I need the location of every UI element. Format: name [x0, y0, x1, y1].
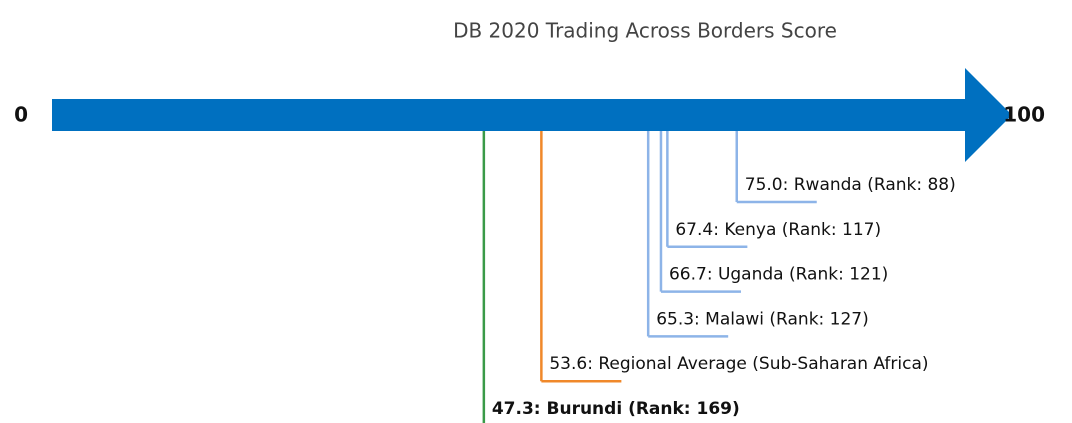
marker-label: 66.7: Uganda (Rank: 121) — [669, 265, 888, 285]
axis-end-label: 0 — [14, 103, 28, 127]
marker-label: 67.4: Kenya (Rank: 117) — [675, 220, 881, 240]
chart-title: DB 2020 Trading Across Borders Score — [453, 19, 837, 43]
marker-label: 47.3: Burundi (Rank: 169) — [492, 399, 740, 419]
marker-label: 53.6: Regional Average (Sub-Saharan Afri… — [549, 354, 928, 374]
axis-end-label: 100 — [1003, 103, 1045, 127]
marker-label: 65.3: Malawi (Rank: 127) — [656, 309, 869, 329]
marker-label: 75.0: Rwanda (Rank: 88) — [745, 175, 956, 195]
axis-arrow — [52, 68, 1012, 162]
